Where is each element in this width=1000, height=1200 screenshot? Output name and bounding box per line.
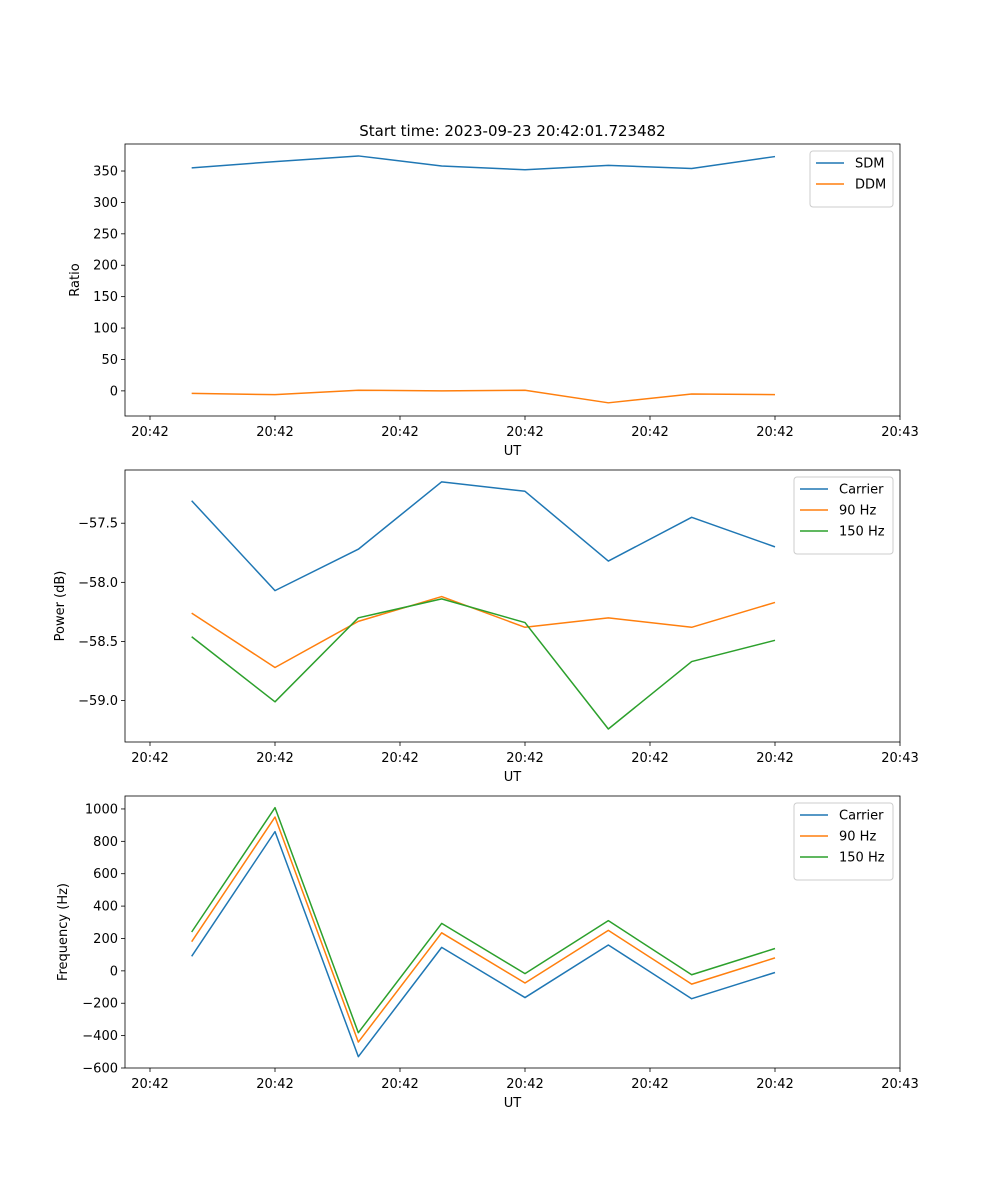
y-tick-label: 150 [93,290,118,305]
legend-label: 150 Hz [839,851,885,866]
x-tick-label: 20:43 [881,1077,918,1092]
y-tick-label: −58.0 [78,576,118,591]
axes-frame-power [124,469,901,743]
x-tick-label: 20:42 [381,1077,418,1092]
y-tick-label: 600 [93,867,118,882]
x-tick-label: 20:42 [381,751,418,766]
x-tick-label: 20:42 [381,425,418,440]
series-line-carrier [191,830,776,1058]
legend-label: 90 Hz [839,830,876,845]
x-axis-label: UT [504,770,522,785]
y-tick-label: 400 [93,900,118,915]
y-tick-label: 350 [93,165,118,180]
panels: 20:42 20:42 20:42 20:42 20:42 20:42 20:43 0 50 10… [53,143,919,1111]
legend-power: Carrier 90 Hz 150 Hz [793,476,894,555]
axes-frame-ratio [124,143,901,417]
series-line-150-hz [191,598,776,730]
legend-ratio: SDM DDM [809,150,894,208]
y-tick-label: −400 [82,1029,118,1044]
series-line-carrier [191,481,776,592]
x-tick-label: 20:42 [756,1077,793,1092]
legend-label: 150 Hz [839,525,885,540]
legend-box [809,150,894,208]
chart-ratio: 20:42 20:42 20:42 20:42 20:42 20:42 20:43 0 50 10… [68,143,919,459]
y-tick-label: 0 [110,964,118,979]
y-axis-label: Ratio [68,263,83,296]
y-tick-label: −58.5 [78,635,118,650]
x-tick-label: 20:42 [506,1077,543,1092]
legend-frequency: Carrier 90 Hz 150 Hz [793,802,894,881]
x-tick-label: 20:42 [131,751,168,766]
legend-box [793,476,894,555]
legend-label: Carrier [839,809,884,824]
y-tick-label: 300 [93,196,118,211]
legend-box [793,802,894,881]
x-tick-label: 20:43 [881,751,918,766]
x-tick-label: 20:42 [131,1077,168,1092]
x-tick-label: 20:42 [131,425,168,440]
x-tick-label: 20:42 [256,1077,293,1092]
x-tick-label: 20:42 [506,751,543,766]
legend-label: DDM [855,178,886,193]
figure-title: Start time: 2023-09-23 20:42:01.723482 [359,122,665,140]
y-tick-label: 800 [93,835,118,850]
series-line-ddm [191,389,776,404]
y-tick-label: −57.5 [78,517,118,532]
y-tick-label: 1000 [85,802,118,817]
legend-label: 90 Hz [839,504,876,519]
y-tick-label: 200 [93,259,118,274]
y-tick-label: 200 [93,932,118,947]
x-tick-label: 20:42 [256,425,293,440]
y-tick-label: 250 [93,227,118,242]
y-tick-label: −600 [82,1062,118,1077]
series-line-90-hz [191,816,776,1043]
x-tick-label: 20:42 [631,425,668,440]
y-tick-label: 50 [101,353,118,368]
x-axis-label: UT [504,444,522,459]
x-tick-label: 20:42 [756,751,793,766]
x-tick-label: 20:42 [631,751,668,766]
chart-power: 20:42 20:42 20:42 20:42 20:42 20:42 20:43 −59.0… [53,469,919,785]
y-tick-label: −59.0 [78,694,118,709]
y-tick-label: −200 [82,997,118,1012]
axes-frame-frequency [124,795,901,1069]
legend-label: SDM [855,157,884,172]
x-tick-label: 20:42 [506,425,543,440]
y-axis-label: Power (dB) [53,571,68,642]
series-line-150-hz [191,806,776,1034]
y-tick-label: 0 [110,384,118,399]
y-axis-label: Frequency (Hz) [56,883,71,981]
x-tick-label: 20:43 [881,425,918,440]
x-axis-label: UT [504,1096,522,1111]
x-tick-label: 20:42 [756,425,793,440]
x-tick-label: 20:42 [631,1077,668,1092]
chart-frequency: 20:42 20:42 20:42 20:42 20:42 20:42 20:43 −600 −… [56,795,919,1111]
y-tick-label: 100 [93,322,118,337]
series-line-sdm [191,155,776,171]
legend-label: Carrier [839,483,884,498]
x-tick-label: 20:42 [256,751,293,766]
series-line-90-hz [191,595,776,669]
